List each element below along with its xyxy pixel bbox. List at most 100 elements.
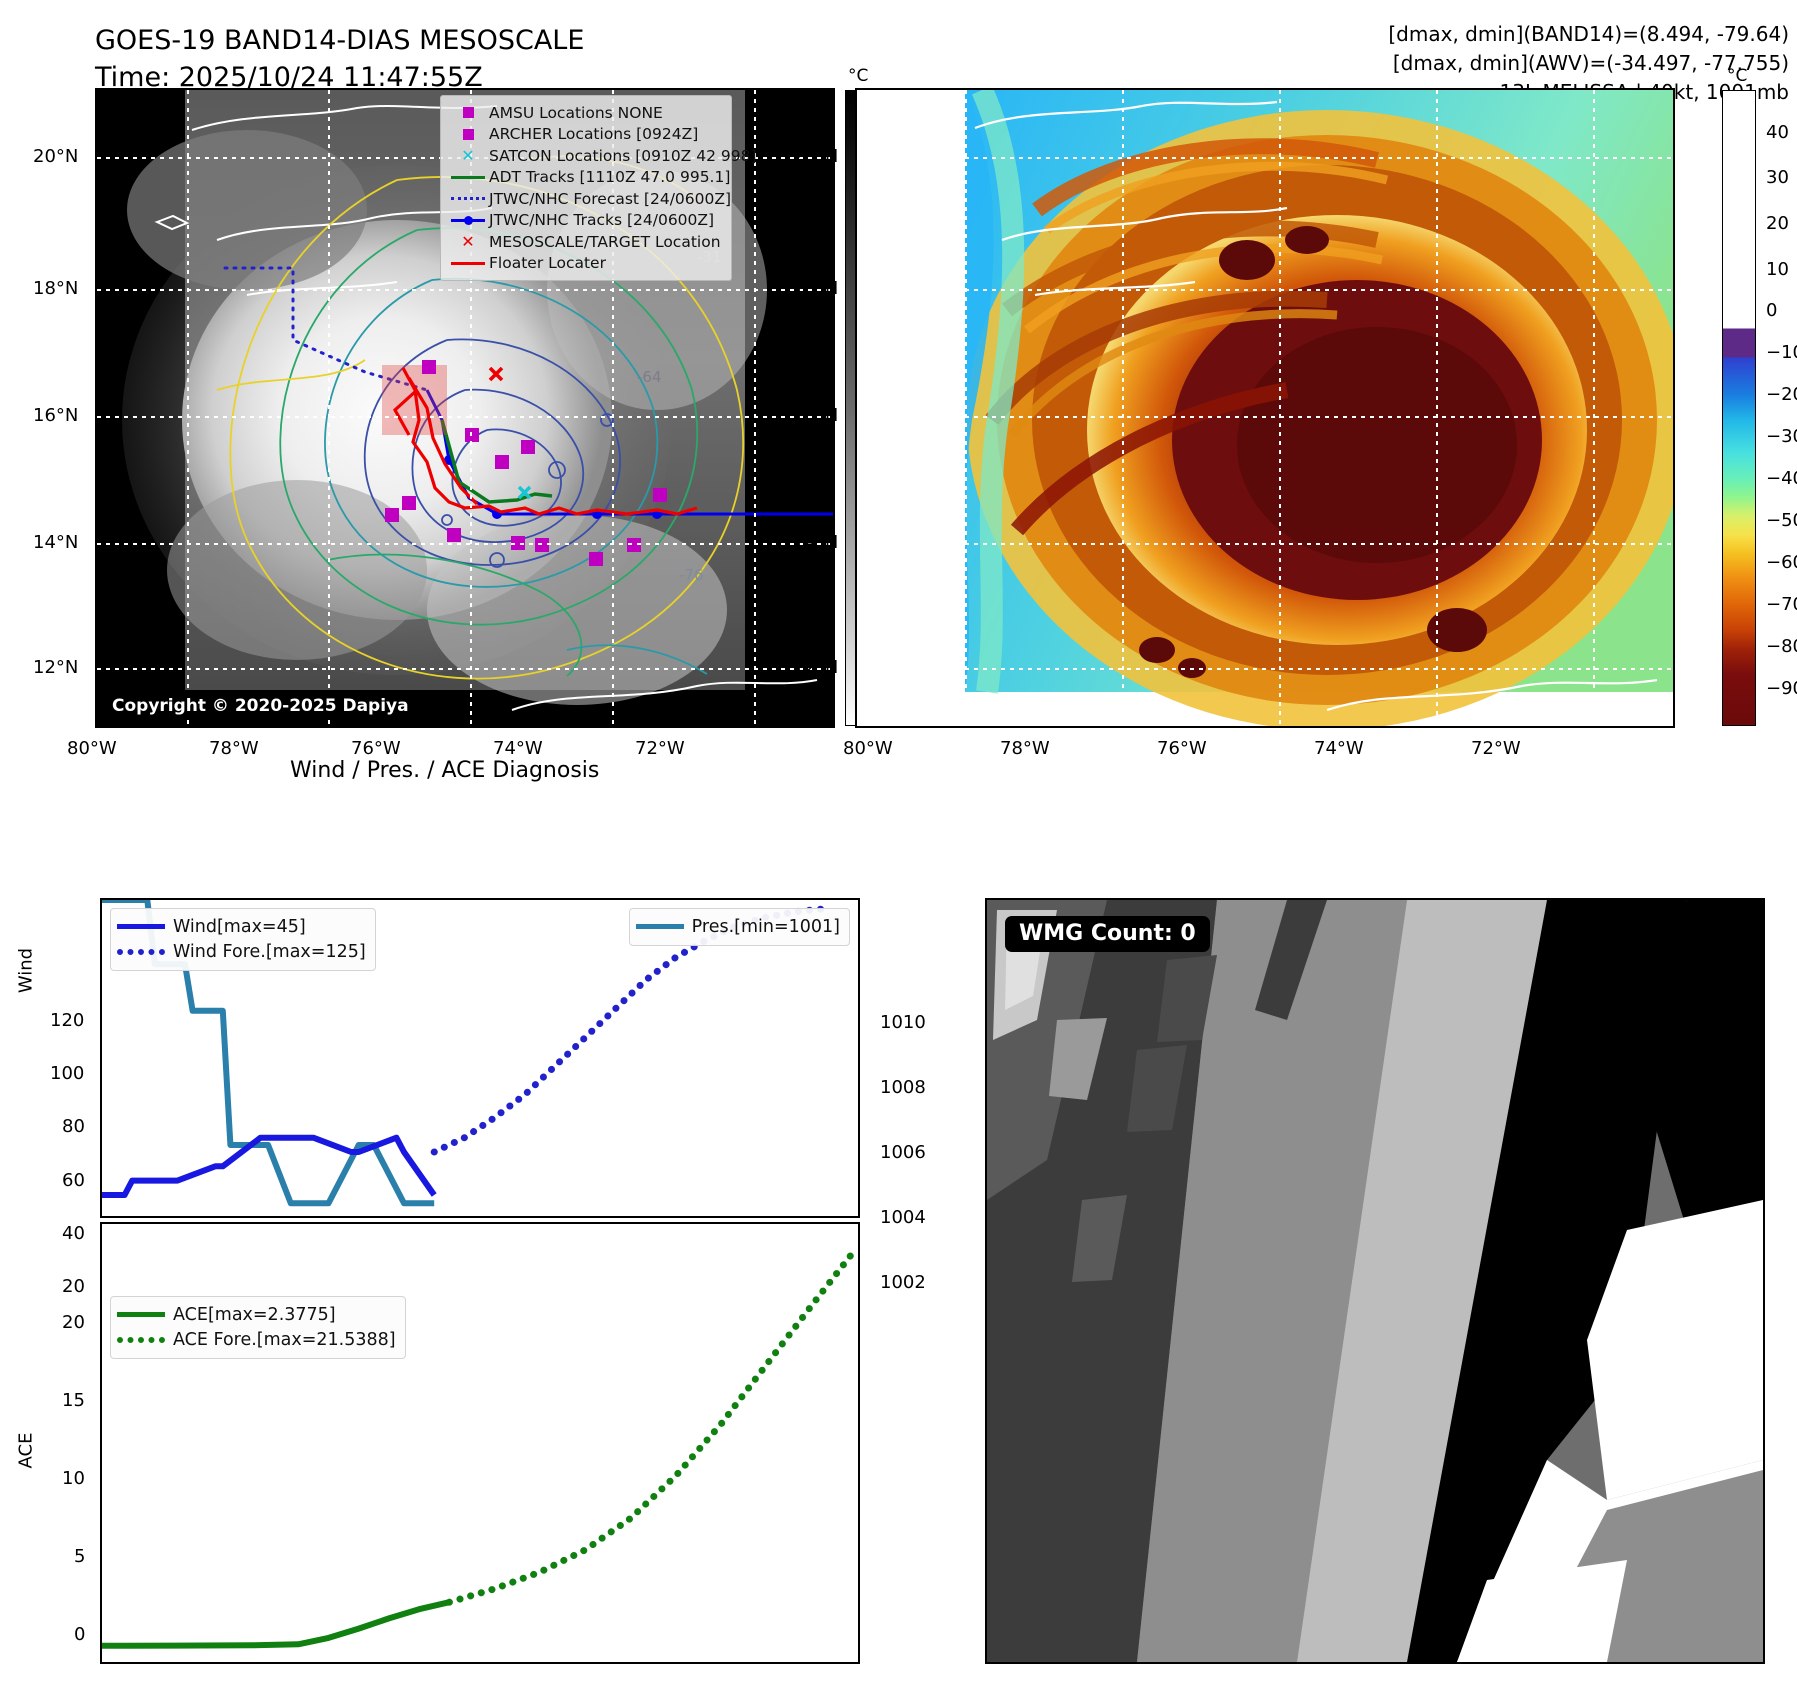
lat-tick-label: 20°N: [33, 146, 79, 167]
map-gridline-horizontal: [97, 289, 833, 291]
magenta-square-marker-icon: [447, 107, 489, 119]
lat-tick-label: 14°N: [33, 532, 79, 553]
map-gridline-vertical: [754, 90, 756, 726]
blue-dotted-line-icon: [447, 197, 489, 201]
legend-label: SATCON Locations [0910Z 42 998]: [489, 146, 757, 165]
lat-tick-label: 16°N: [793, 405, 839, 426]
lon-tick-label: 80°W: [67, 738, 117, 759]
pressure-tick-label: 1008: [880, 1077, 926, 1098]
colorbar-tick-right: −80: [1766, 636, 1797, 657]
wind-tick-label: 120: [50, 1010, 85, 1031]
map-legend[interactable]: AMSU Locations NONE ARCHER Locations [09…: [440, 95, 757, 281]
blue-dotted-line-icon: [117, 948, 173, 955]
wmg-render: [987, 900, 1763, 1662]
legend-label: ARCHER Locations [0924Z]: [489, 125, 699, 144]
wind-tick-label: 20: [62, 1276, 85, 1297]
enhanced-ir-map[interactable]: [855, 88, 1675, 728]
legend-label: AMSU Locations NONE: [489, 103, 663, 122]
colorbar-tick-right: 20: [1766, 213, 1789, 234]
ace-tick-label: 20: [62, 1312, 85, 1333]
lon-tick-label: 76°W: [351, 738, 401, 759]
blue-solid-line-icon: [117, 924, 173, 929]
legend-item-adt-tracks[interactable]: ADT Tracks [1110Z 47.0 995.1]: [447, 167, 730, 189]
green-dotted-line-icon: [117, 1336, 173, 1343]
wind-pressure-chart[interactable]: Wind[max=45] Wind Fore.[max=125] Pres.[m…: [100, 898, 860, 1218]
title-line: GOES-19 BAND14-DIAS MESOSCALE: [95, 25, 585, 56]
green-line-icon: [447, 175, 489, 179]
legend-item-ace-forecast[interactable]: ACE Fore.[max=21.5388]: [117, 1327, 396, 1352]
map-gridline-vertical: [1436, 90, 1438, 726]
legend-item-satcon[interactable]: ✕ SATCON Locations [0910Z 42 998]: [447, 145, 756, 167]
lon-tick-label: 74°W: [493, 738, 543, 759]
legend-item-mesoscale-target[interactable]: ✕ MESOSCALE/TARGET Location: [447, 231, 723, 253]
red-x-marker-icon: ✕: [461, 231, 475, 251]
legend-item-wind[interactable]: Wind[max=45]: [117, 914, 366, 939]
ace-tick-label: 10: [62, 1468, 85, 1489]
legend-label: ACE[max=2.3775]: [173, 1304, 336, 1325]
map-gridline-horizontal: [97, 668, 833, 670]
page-title: GOES-19 BAND14-DIAS MESOSCALE Time: 2025…: [95, 22, 584, 97]
colorbar-tick-right: −60: [1766, 552, 1797, 573]
legend-item-pressure[interactable]: Pres.[min=1001]: [635, 914, 840, 939]
lon-tick-label: 78°W: [1000, 738, 1050, 759]
map-gridline-vertical: [328, 90, 330, 726]
ace-legend[interactable]: ACE[max=2.3775] ACE Fore.[max=21.5388]: [110, 1296, 406, 1359]
lon-tick-label: 72°W: [1471, 738, 1521, 759]
colorbar-tick-right: −50: [1766, 510, 1797, 531]
legend-label: Wind[max=45]: [173, 916, 306, 937]
lon-tick-label: 72°W: [635, 738, 685, 759]
colorbar-tick-right: −10: [1766, 342, 1797, 363]
red-line-icon: [447, 261, 489, 265]
legend-item-ace[interactable]: ACE[max=2.3775]: [117, 1302, 396, 1327]
legend-item-wind-forecast[interactable]: Wind Fore.[max=125]: [117, 939, 366, 964]
wind-tick-label: 100: [50, 1063, 85, 1084]
pressure-legend[interactable]: Pres.[min=1001]: [628, 908, 850, 946]
legend-label: Floater Locater: [489, 254, 606, 273]
dmax-awv-text: [dmax, dmin](AWV)=(-34.497, -77.755): [1392, 51, 1789, 75]
legend-item-floater-locater[interactable]: Floater Locater: [447, 253, 723, 275]
colorbar-tick-right: 40: [1766, 122, 1789, 143]
map-gridline-vertical: [1122, 90, 1124, 726]
colorbar-unit-right: °C: [1727, 66, 1748, 86]
legend-label: JTWC/NHC Forecast [24/0600Z]: [489, 189, 732, 208]
map-gridline-vertical: [1279, 90, 1281, 726]
legend-item-amsu[interactable]: AMSU Locations NONE: [447, 102, 723, 124]
legend-item-jtwc-forecast[interactable]: JTWC/NHC Forecast [24/0600Z]: [447, 188, 731, 210]
ace-axis-label: ACE: [15, 1432, 37, 1469]
pressure-tick-label: 1002: [880, 1272, 926, 1293]
wind-legend[interactable]: Wind[max=45] Wind Fore.[max=125]: [110, 908, 376, 971]
colorbar-tick-right: 0: [1766, 300, 1778, 321]
copyright-badge: Copyright © 2020-2025 Dapiya: [103, 693, 418, 720]
map-gridline-horizontal: [857, 157, 1673, 159]
map-gridline-vertical: [965, 90, 967, 726]
wmg-count-badge: WMG Count: 0: [1005, 916, 1210, 952]
map-gridline-horizontal: [857, 416, 1673, 418]
lon-tick-label: 80°W: [843, 738, 893, 759]
map-gridline-horizontal: [857, 543, 1673, 545]
lat-tick-label: 18°N: [33, 278, 79, 299]
colorbar-enhanced-ir: [1722, 90, 1756, 726]
lat-tick-label: 14°N: [793, 532, 839, 553]
legend-item-jtwc-tracks[interactable]: JTWC/NHC Tracks [24/0600Z]: [447, 210, 723, 232]
colorbar-tick-right: 30: [1766, 167, 1789, 188]
ir-grayscale-map[interactable]: -64 -76 -31 AMSU Locations NONE ARCHER L…: [95, 88, 835, 728]
colorbar-tick-right: −90: [1766, 678, 1797, 699]
map-gridline-horizontal: [857, 668, 1673, 670]
ace-chart[interactable]: ACE[max=2.3775] ACE Fore.[max=21.5388]: [100, 1222, 860, 1664]
map-gridline-vertical: [470, 90, 472, 726]
pressure-tick-label: 1006: [880, 1142, 926, 1163]
legend-label: JTWC/NHC Tracks [24/0600Z]: [489, 211, 715, 230]
wind-tick-label: 40: [62, 1223, 85, 1244]
wmg-panel[interactable]: WMG Count: 0: [985, 898, 1765, 1664]
colorbar-unit-left: °C: [848, 66, 869, 86]
map-gridline-horizontal: [97, 543, 833, 545]
lon-tick-label: 78°W: [209, 738, 259, 759]
colorbar-tick-right: 10: [1766, 259, 1789, 280]
lon-tick-label: 76°W: [1157, 738, 1207, 759]
legend-item-archer[interactable]: ARCHER Locations [0924Z]: [447, 124, 723, 146]
colorbar-tick-right: −40: [1766, 468, 1797, 489]
legend-label: ACE Fore.[max=21.5388]: [173, 1329, 396, 1350]
colorbar-tick-right: −30: [1766, 426, 1797, 447]
map-gridline-vertical: [187, 90, 189, 726]
lat-tick-label: 12°N: [793, 657, 839, 678]
